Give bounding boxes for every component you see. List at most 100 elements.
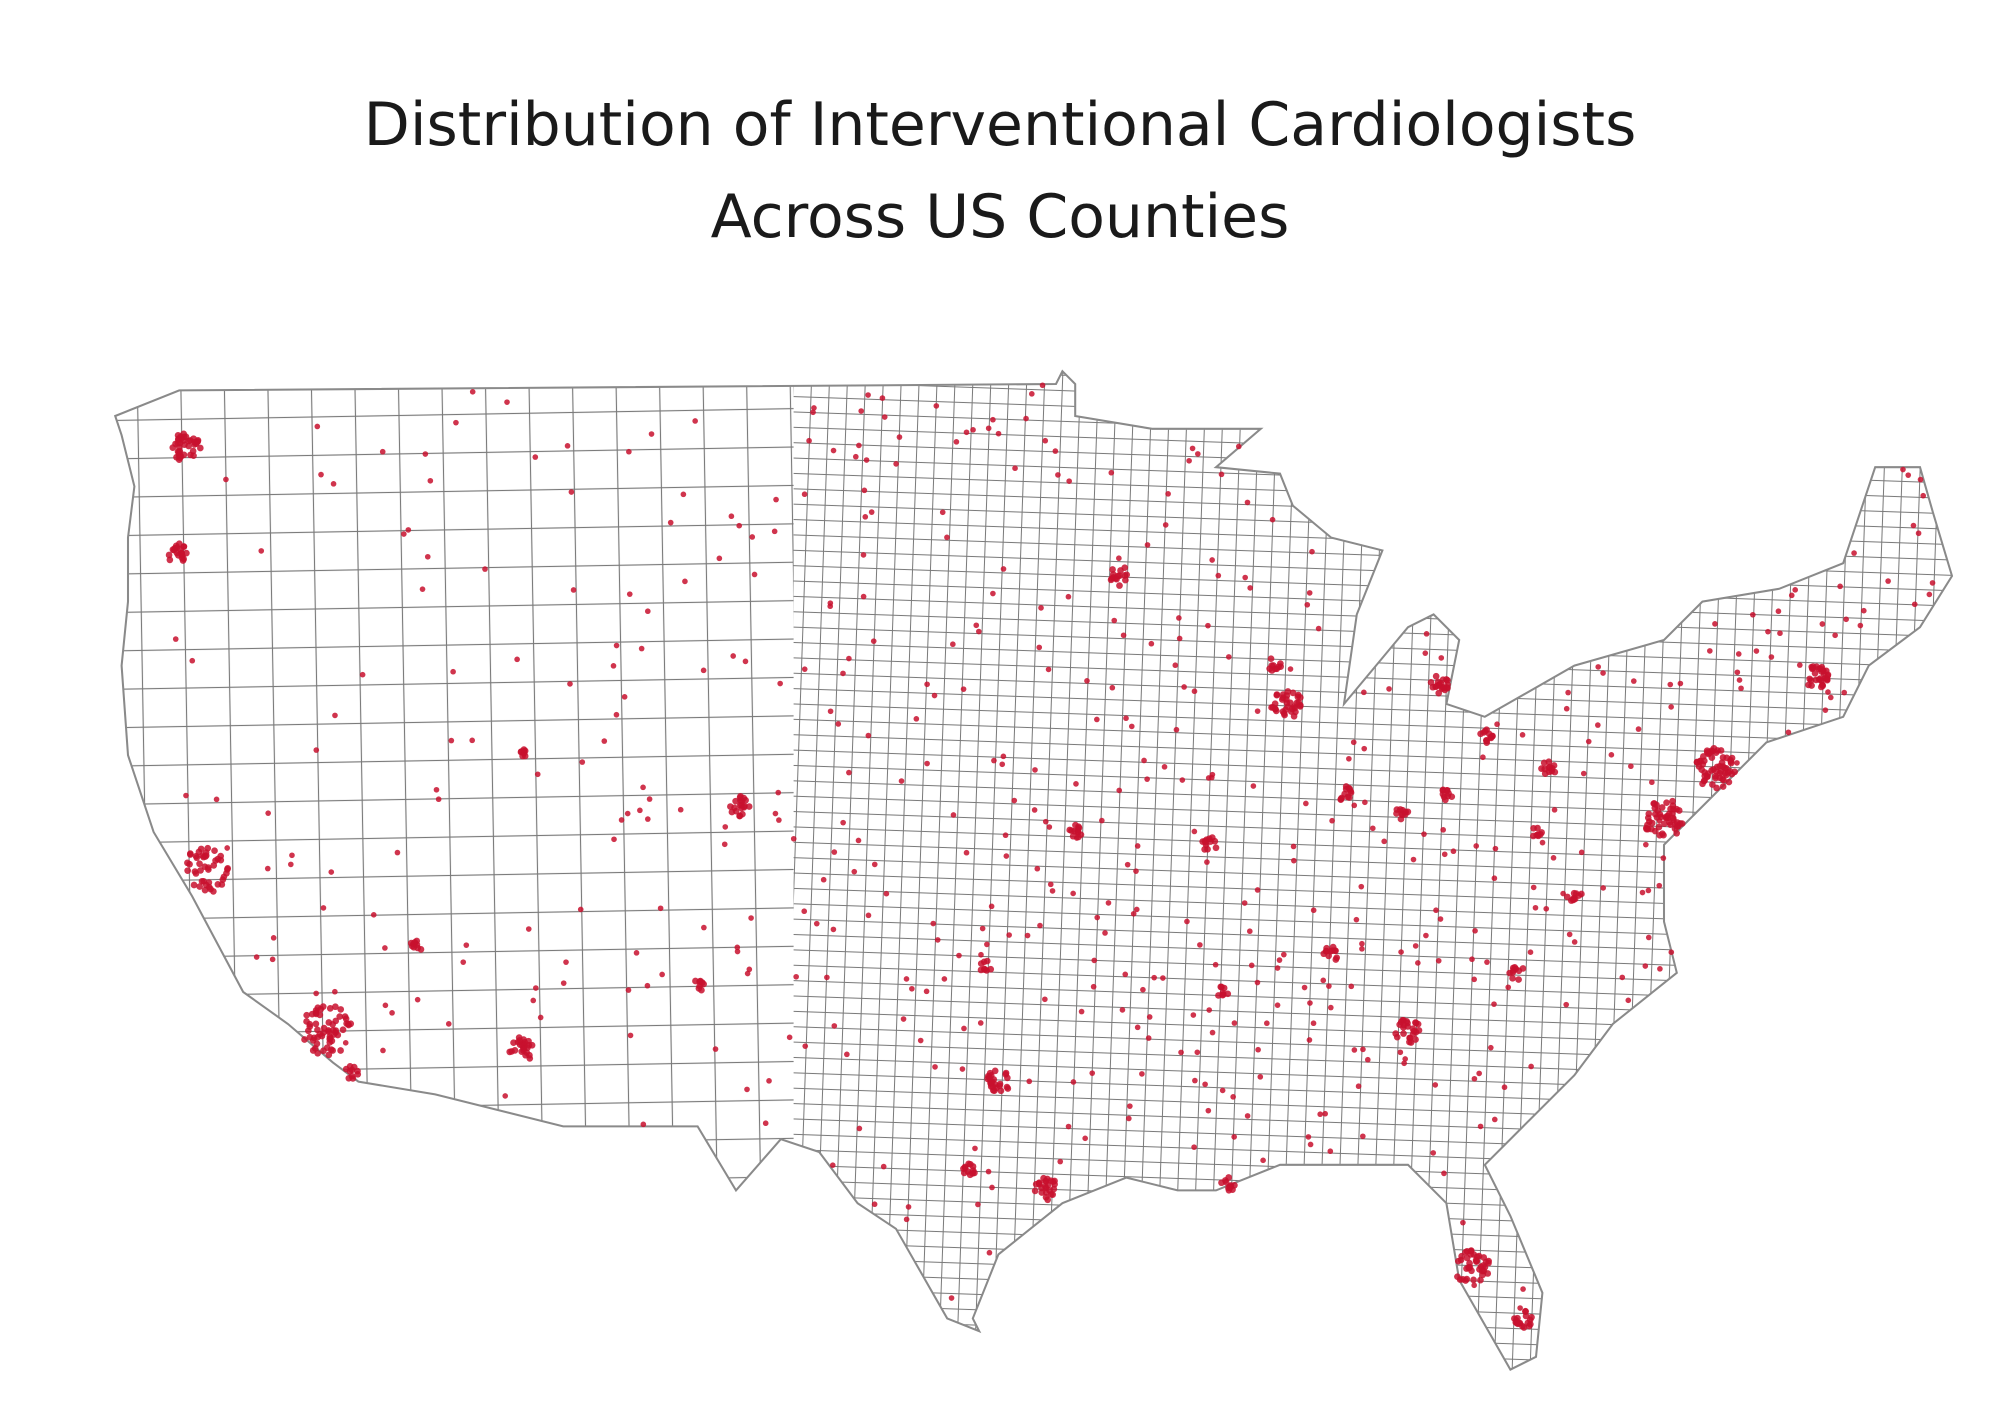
location-dot <box>923 988 930 995</box>
location-dot <box>1274 1002 1281 1008</box>
location-dot <box>445 1021 452 1027</box>
location-dot <box>1736 677 1743 683</box>
location-dot <box>1358 883 1365 890</box>
location-dot <box>1777 630 1783 637</box>
location-dot <box>1654 807 1662 815</box>
location-dot <box>860 552 867 558</box>
location-dot <box>883 890 890 897</box>
location-dot <box>1645 887 1652 894</box>
location-dot <box>1480 754 1486 761</box>
location-dot <box>1351 1047 1358 1053</box>
location-dot <box>1246 928 1253 935</box>
location-dot <box>879 395 886 401</box>
location-dot <box>950 812 957 818</box>
location-dot <box>948 1295 955 1301</box>
location-dot <box>613 711 620 718</box>
location-dot <box>460 959 467 965</box>
location-dot <box>1422 650 1429 656</box>
location-dot <box>1725 778 1733 786</box>
location-dot <box>1915 530 1922 537</box>
location-dot <box>944 534 950 541</box>
location-dot <box>1560 890 1566 897</box>
location-dot <box>1231 1134 1237 1140</box>
location-dot <box>1397 815 1405 823</box>
location-dot <box>1659 830 1666 837</box>
location-dot <box>1145 1035 1152 1041</box>
location-dot <box>207 885 214 893</box>
location-dot <box>1484 959 1490 965</box>
location-dot <box>1057 1158 1064 1165</box>
location-dot <box>1024 932 1031 939</box>
location-dot <box>1564 893 1571 901</box>
location-dot <box>1578 849 1585 856</box>
location-dot <box>504 399 510 405</box>
location-dot <box>1532 904 1539 911</box>
location-dot <box>1329 817 1335 824</box>
location-dot <box>1540 759 1548 767</box>
location-dot <box>967 1160 974 1168</box>
location-dot <box>1329 943 1337 951</box>
location-dot <box>1194 1049 1201 1056</box>
location-dot <box>1205 1107 1212 1114</box>
location-dot <box>959 1066 966 1072</box>
location-dot <box>1677 680 1684 687</box>
location-dot <box>1905 472 1912 478</box>
location-dot <box>1109 566 1116 573</box>
location-dot <box>414 944 421 952</box>
location-dot <box>1247 585 1253 591</box>
location-dot <box>1476 1070 1482 1077</box>
location-dot <box>433 786 440 793</box>
location-dot <box>931 692 938 699</box>
location-dot <box>667 519 674 526</box>
location-dot <box>1639 889 1646 896</box>
location-dot <box>1410 856 1417 863</box>
location-dot <box>611 836 617 843</box>
location-dot <box>389 1010 395 1016</box>
location-dot <box>793 973 799 980</box>
location-dot <box>1465 1264 1472 1271</box>
map-title: Distribution of Interventional Cardiolog… <box>364 90 1637 160</box>
location-dot <box>979 925 986 932</box>
location-dot <box>880 1163 887 1170</box>
location-dot <box>1011 797 1018 804</box>
location-dot <box>180 437 187 444</box>
location-dot <box>972 1145 978 1152</box>
location-dot <box>721 841 728 848</box>
location-dot <box>1045 666 1052 673</box>
location-dot <box>1448 793 1456 801</box>
location-dot <box>564 443 571 449</box>
location-dot <box>830 447 837 454</box>
location-dot <box>1543 905 1550 912</box>
location-dot <box>1401 1060 1407 1067</box>
location-dot <box>1703 749 1711 756</box>
location-dot <box>1827 694 1834 701</box>
location-dot <box>736 812 743 820</box>
location-dot <box>987 965 995 973</box>
location-dot <box>865 392 871 398</box>
location-dot <box>1161 764 1168 770</box>
location-dot <box>1119 1007 1126 1013</box>
location-dot <box>1402 1056 1409 1062</box>
location-dot <box>183 792 189 799</box>
location-dot <box>213 796 220 803</box>
location-dot <box>1268 704 1275 711</box>
location-dot <box>1362 799 1368 806</box>
location-dot <box>680 491 687 498</box>
location-dot <box>1128 723 1135 730</box>
location-dot <box>1328 1004 1334 1011</box>
location-dot <box>1148 640 1155 647</box>
location-dot <box>1031 1187 1039 1195</box>
location-dot <box>1657 966 1663 972</box>
location-dot <box>893 461 899 467</box>
location-dot <box>903 976 910 982</box>
location-dot <box>1501 1084 1508 1091</box>
location-dot <box>1929 580 1936 586</box>
location-dot <box>1108 469 1115 476</box>
location-dot <box>969 1170 977 1177</box>
location-dot <box>1515 976 1522 983</box>
location-dot <box>341 1013 349 1020</box>
location-dot <box>1472 928 1478 934</box>
location-dot <box>189 447 197 455</box>
location-dot <box>1541 765 1549 773</box>
